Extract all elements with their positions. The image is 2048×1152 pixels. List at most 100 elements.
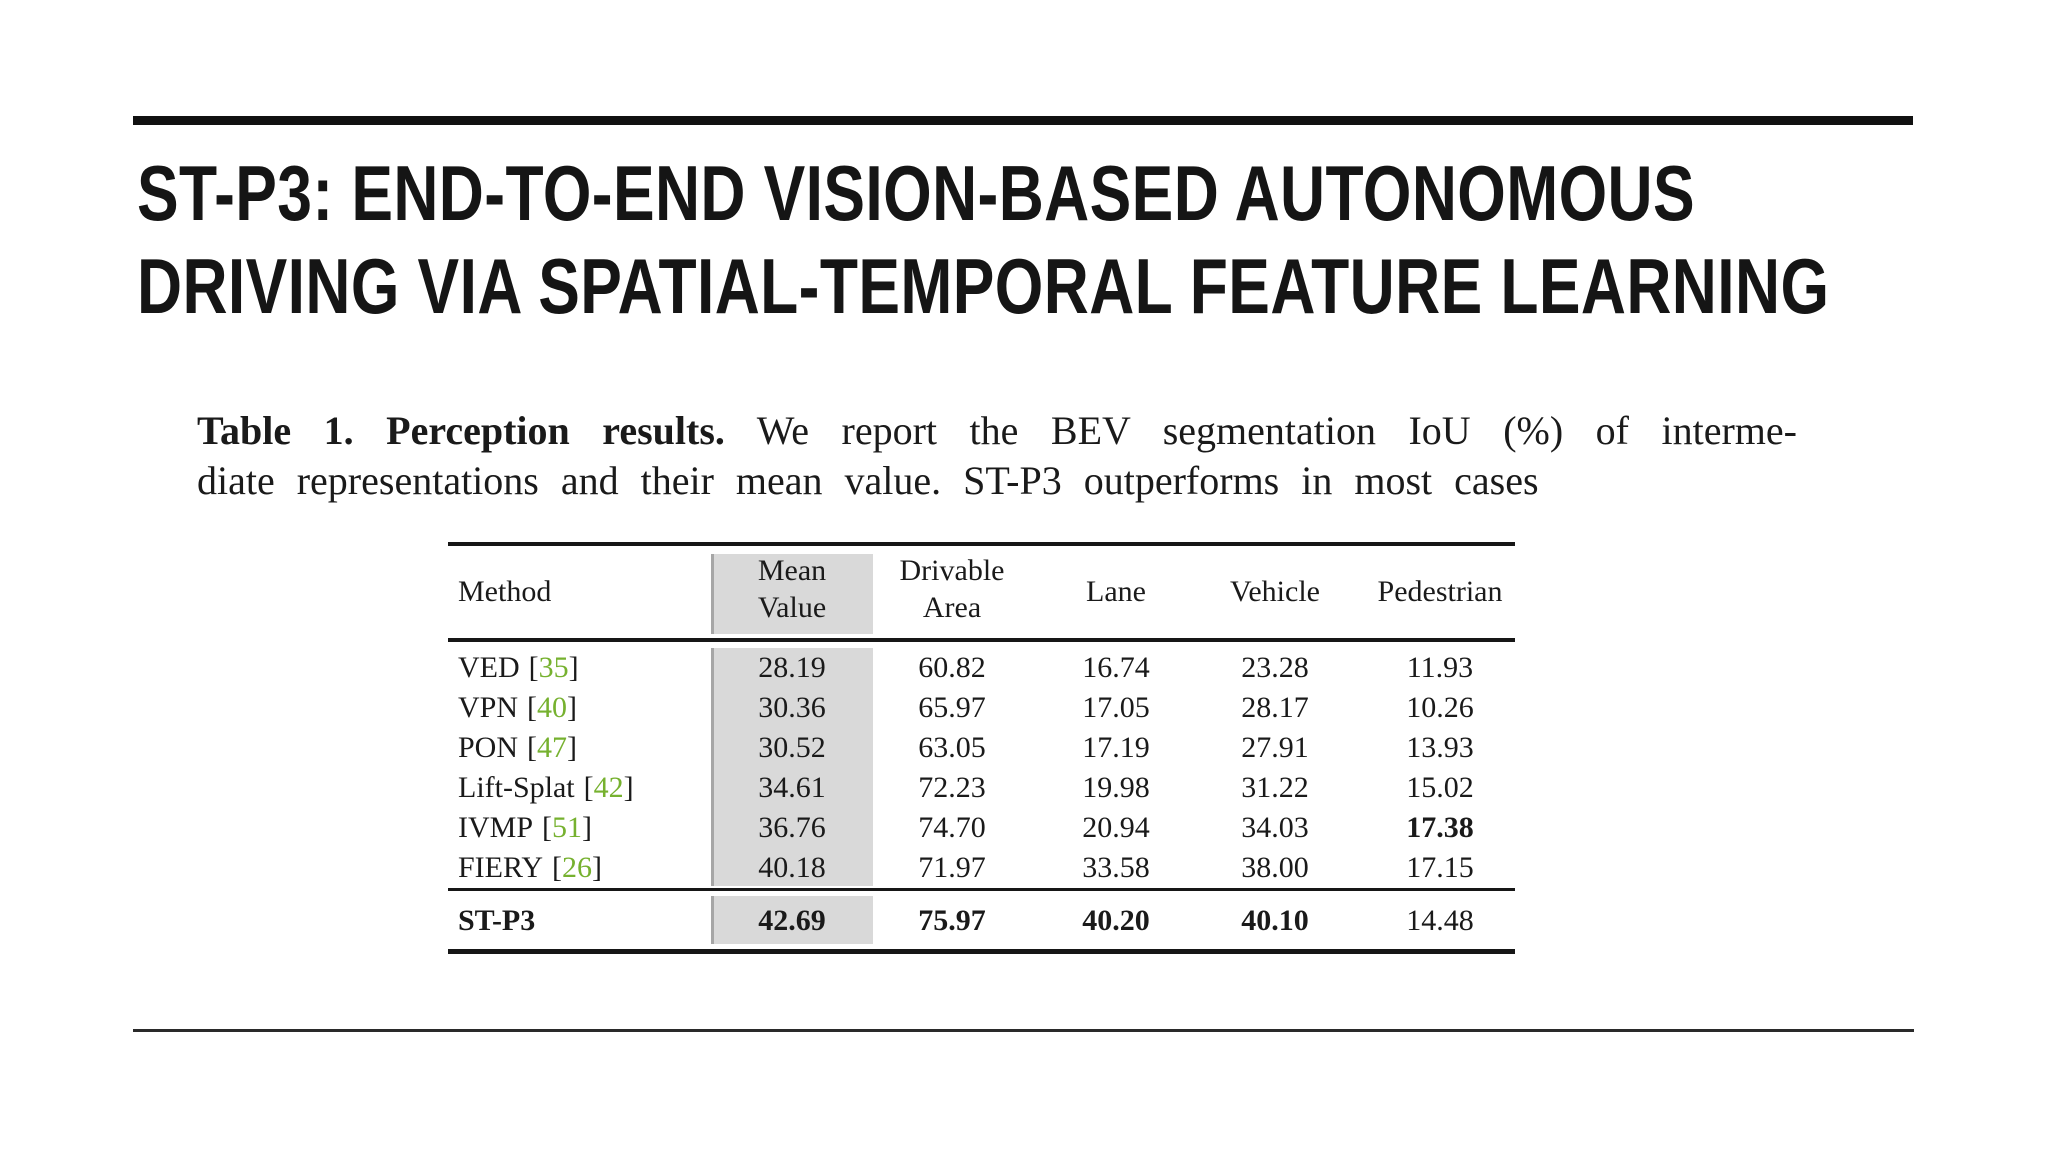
cell-mean: 40.18 bbox=[758, 851, 826, 884]
citation-link[interactable]: 35 bbox=[538, 651, 569, 684]
col-header-method: Method bbox=[458, 575, 552, 608]
method-name: PON bbox=[458, 731, 519, 764]
cell-drivable: 63.05 bbox=[918, 731, 986, 764]
table-row-lift-splat: Lift-Splat [42] 34.61 72.23 19.98 31.22 1… bbox=[448, 768, 1515, 808]
cell-lane: 16.74 bbox=[1082, 651, 1150, 684]
method-name: IVMP bbox=[458, 811, 534, 844]
cell-pedestrian: 15.02 bbox=[1406, 771, 1474, 804]
cell-vehicle: 27.91 bbox=[1241, 731, 1309, 764]
table-row-fiery: FIERY [26] 40.18 71.97 33.58 38.00 17.15 bbox=[448, 848, 1515, 888]
cell-drivable: 71.97 bbox=[918, 851, 986, 884]
caption-line1-text: We report the BEV segmentation IoU (%) o… bbox=[724, 408, 1797, 453]
method-name: VED bbox=[458, 651, 520, 684]
top-divider-rule bbox=[133, 116, 1913, 125]
cell-lane: 17.19 bbox=[1082, 731, 1150, 764]
col-header-pedestrian: Pedestrian bbox=[1377, 575, 1503, 608]
caption-line2: diate representations and their mean val… bbox=[197, 458, 1539, 503]
citation-close-bracket: ] bbox=[623, 771, 634, 804]
cell-mean: 28.19 bbox=[758, 651, 826, 684]
cell-lane: 17.05 bbox=[1082, 691, 1150, 724]
citation-close-bracket: ] bbox=[567, 691, 578, 724]
cell-lane-best: 40.20 bbox=[1082, 904, 1150, 937]
citation-open-bracket: [ bbox=[527, 731, 538, 764]
citation-close-bracket: ] bbox=[567, 731, 578, 764]
cell-pedestrian: 17.15 bbox=[1406, 851, 1474, 884]
method-name-stp3: ST-P3 bbox=[458, 904, 536, 937]
cell-drivable: 74.70 bbox=[918, 811, 986, 844]
cell-pedestrian: 10.26 bbox=[1406, 691, 1474, 724]
citation-open-bracket: [ bbox=[552, 851, 563, 884]
cell-drivable: 65.97 bbox=[918, 691, 986, 724]
cell-pedestrian-best: 17.38 bbox=[1406, 811, 1474, 844]
col-header-drivable-line2: Area bbox=[922, 591, 982, 624]
citation-open-bracket: [ bbox=[583, 771, 594, 804]
citation-link[interactable]: 26 bbox=[562, 851, 593, 884]
col-header-mean-value: Mean Value bbox=[711, 552, 873, 626]
col-header-vehicle: Vehicle bbox=[1230, 575, 1320, 608]
method-cell: Lift-Splat [42] bbox=[458, 768, 634, 808]
method-cell: PON [47] bbox=[458, 728, 577, 768]
table-header-row: Method Mean Value Drivable Area Lane Veh… bbox=[448, 535, 1515, 638]
table-bottom-rule bbox=[448, 949, 1515, 954]
cell-lane: 19.98 bbox=[1082, 771, 1150, 804]
col-header-mean-line2: Value bbox=[757, 591, 827, 624]
cell-pedestrian: 11.93 bbox=[1406, 651, 1474, 684]
cell-vehicle: 28.17 bbox=[1241, 691, 1309, 724]
page-title-line2: DRIVING VIA SPATIAL-TEMPORAL FEATURE LEA… bbox=[137, 242, 1830, 330]
cell-mean: 34.61 bbox=[758, 771, 826, 804]
cell-drivable: 60.82 bbox=[918, 651, 986, 684]
cell-vehicle: 31.22 bbox=[1241, 771, 1309, 804]
citation-close-bracket: ] bbox=[592, 851, 603, 884]
col-header-lane: Lane bbox=[1086, 575, 1146, 608]
table-row-ved: VED [35] 28.19 60.82 16.74 23.28 11.93 bbox=[448, 648, 1515, 688]
table-row-vpn: VPN [40] 30.36 65.97 17.05 28.17 10.26 bbox=[448, 688, 1515, 728]
cell-mean: 30.52 bbox=[758, 731, 826, 764]
table-top-rule bbox=[448, 542, 1515, 546]
cell-pedestrian: 14.48 bbox=[1406, 904, 1474, 937]
cell-mean-best: 42.69 bbox=[758, 904, 826, 937]
method-cell: VPN [40] bbox=[458, 688, 577, 728]
citation-open-bracket: [ bbox=[542, 811, 553, 844]
cell-lane: 20.94 bbox=[1082, 811, 1150, 844]
citation-link[interactable]: 42 bbox=[593, 771, 624, 804]
cell-pedestrian: 13.93 bbox=[1406, 731, 1474, 764]
mean-column-highlight-header bbox=[711, 554, 873, 634]
caption-label: Table 1. Perception results. bbox=[197, 408, 725, 453]
cell-mean: 36.76 bbox=[758, 811, 826, 844]
table-header-rule bbox=[448, 638, 1515, 642]
method-cell: VED [35] bbox=[458, 648, 579, 688]
mean-column-highlight-body bbox=[711, 648, 873, 886]
col-header-mean-line1: Mean bbox=[757, 554, 827, 587]
method-name: FIERY bbox=[458, 851, 544, 884]
cell-lane: 33.58 bbox=[1082, 851, 1150, 884]
cell-vehicle: 23.28 bbox=[1241, 651, 1309, 684]
citation-open-bracket: [ bbox=[528, 651, 539, 684]
table-row-ivmp: IVMP [51] 36.76 74.70 20.94 34.03 17.38 bbox=[448, 808, 1515, 848]
method-cell: FIERY [26] bbox=[458, 848, 602, 888]
citation-link[interactable]: 47 bbox=[537, 731, 568, 764]
cell-vehicle: 34.03 bbox=[1241, 811, 1309, 844]
cell-mean: 30.36 bbox=[758, 691, 826, 724]
citation-open-bracket: [ bbox=[527, 691, 538, 724]
method-name: VPN bbox=[458, 691, 519, 724]
table-row-stp3: ST-P3 42.69 75.97 40.20 40.10 14.48 bbox=[448, 901, 1515, 941]
cell-drivable: 72.23 bbox=[918, 771, 986, 804]
mean-column-highlight-footer bbox=[711, 896, 873, 944]
caption-line1: Table 1. Perception results. We report t… bbox=[197, 406, 1797, 456]
citation-link[interactable]: 51 bbox=[552, 811, 583, 844]
cell-vehicle-best: 40.10 bbox=[1241, 904, 1309, 937]
method-cell: IVMP [51] bbox=[458, 808, 592, 848]
table-mid-rule bbox=[448, 888, 1515, 891]
page-title-line1: ST-P3: END-TO-END VISION-BASED AUTONOMOU… bbox=[137, 149, 1696, 237]
method-name: Lift-Splat bbox=[458, 771, 575, 804]
cell-vehicle: 38.00 bbox=[1241, 851, 1309, 884]
table-caption: Table 1. Perception results. We report t… bbox=[197, 406, 1797, 506]
perception-results-table: Method Mean Value Drivable Area Lane Veh… bbox=[448, 535, 1515, 965]
citation-close-bracket: ] bbox=[568, 651, 579, 684]
citation-link[interactable]: 40 bbox=[537, 691, 568, 724]
cell-drivable-best: 75.97 bbox=[918, 904, 986, 937]
table-row-pon: PON [47] 30.52 63.05 17.19 27.91 13.93 bbox=[448, 728, 1515, 768]
bottom-divider-rule bbox=[133, 1029, 1914, 1032]
col-header-drivable-line1: Drivable bbox=[899, 554, 1005, 587]
